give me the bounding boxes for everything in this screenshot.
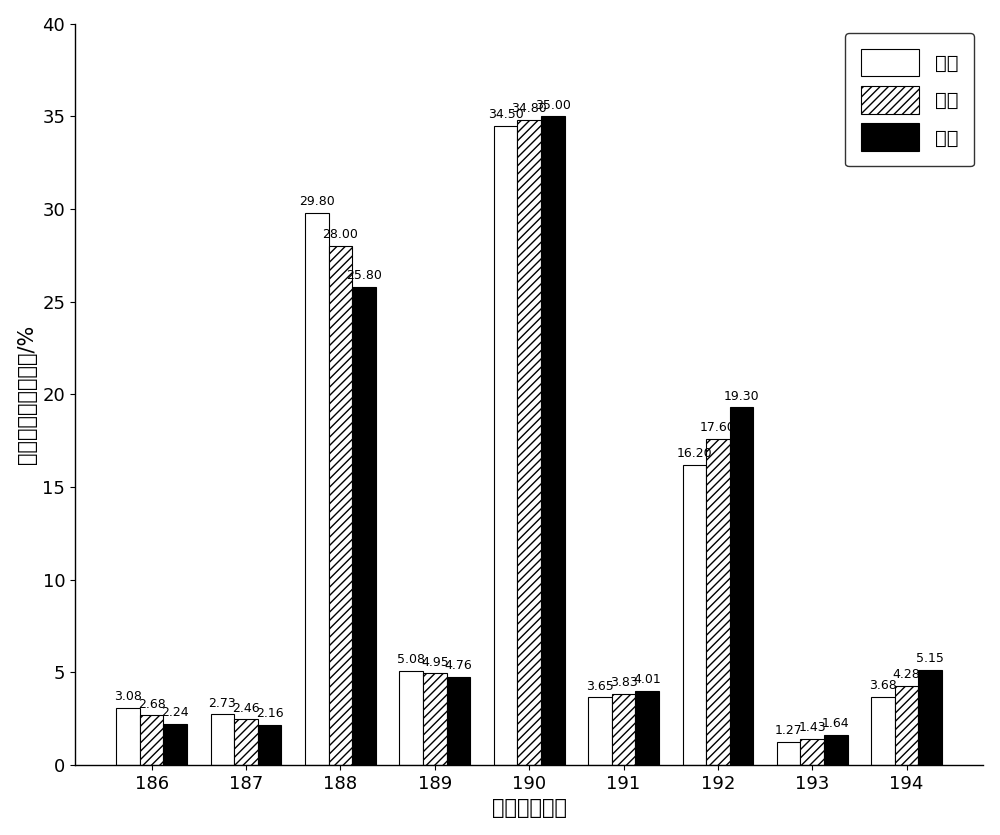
Bar [635, 691, 659, 765]
Text: 3.65: 3.65 [586, 680, 614, 693]
Bar [234, 720, 258, 765]
Text: 4.95: 4.95 [421, 655, 449, 669]
Text: 5.15: 5.15 [916, 652, 944, 665]
Text: 4.01: 4.01 [633, 673, 661, 686]
Bar [352, 287, 376, 765]
Bar [517, 120, 541, 765]
Bar [777, 741, 800, 765]
Text: 2.46: 2.46 [232, 702, 260, 715]
Text: 16.20: 16.20 [676, 448, 712, 460]
X-axis label: 相对分子质量: 相对分子质量 [492, 798, 567, 818]
Bar [588, 697, 612, 765]
Bar [423, 673, 447, 765]
Text: 25.80: 25.80 [346, 269, 382, 282]
Text: 2.16: 2.16 [256, 707, 283, 721]
Bar [163, 724, 187, 765]
Bar [706, 439, 730, 765]
Bar [211, 715, 234, 765]
Text: 3.68: 3.68 [869, 679, 897, 692]
Bar [116, 708, 140, 765]
Legend: 精料, 供料, 贫料: 精料, 供料, 贫料 [845, 33, 974, 166]
Text: 3.83: 3.83 [610, 676, 637, 690]
Text: 4.76: 4.76 [444, 659, 472, 672]
Text: 35.00: 35.00 [535, 99, 571, 112]
Bar [800, 738, 824, 765]
Bar [329, 246, 352, 765]
Bar [305, 213, 329, 765]
Bar [612, 694, 635, 765]
Bar [871, 697, 895, 765]
Y-axis label: 各组分的摩尔百分数/%: 各组分的摩尔百分数/% [17, 325, 37, 464]
Text: 29.80: 29.80 [299, 195, 335, 208]
Text: 3.08: 3.08 [114, 691, 142, 703]
Bar [494, 125, 517, 765]
Text: 1.43: 1.43 [798, 721, 826, 734]
Text: 1.64: 1.64 [822, 717, 850, 730]
Bar [730, 407, 753, 765]
Bar [399, 671, 423, 765]
Bar [824, 735, 848, 765]
Bar [258, 725, 281, 765]
Text: 2.68: 2.68 [138, 698, 166, 711]
Bar [541, 116, 565, 765]
Bar [895, 686, 918, 765]
Text: 34.50: 34.50 [488, 108, 523, 121]
Text: 2.73: 2.73 [209, 697, 236, 710]
Text: 19.30: 19.30 [724, 390, 759, 402]
Bar [918, 670, 942, 765]
Text: 2.24: 2.24 [161, 706, 189, 719]
Text: 28.00: 28.00 [322, 229, 358, 241]
Text: 5.08: 5.08 [397, 653, 425, 666]
Bar [683, 465, 706, 765]
Bar [447, 677, 470, 765]
Bar [140, 716, 163, 765]
Text: 34.80: 34.80 [511, 103, 547, 115]
Text: 17.60: 17.60 [700, 421, 736, 434]
Text: 1.27: 1.27 [775, 724, 803, 736]
Text: 4.28: 4.28 [893, 668, 921, 681]
